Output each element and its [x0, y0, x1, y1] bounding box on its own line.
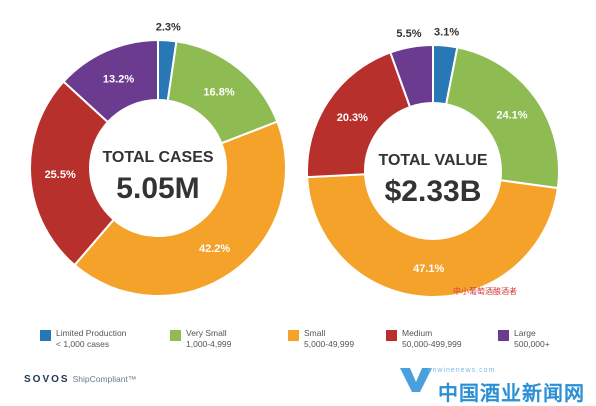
legend-label-medium: Medium [402, 328, 433, 338]
center-value-chart-2: $2.33B [385, 175, 482, 208]
legend-swatch-very-small [170, 330, 181, 341]
legend-swatch-medium [386, 330, 397, 341]
label-very-small-chart-2: 24.1% [496, 110, 527, 122]
watermark-site: 中国酒业新闻网 [438, 383, 585, 405]
label-limited-production-chart-2: 3.1% [434, 27, 459, 39]
watermark-url: cnwinenews.com [428, 367, 496, 374]
legend-range-limited-production: < 1,000 cases [56, 339, 110, 349]
label-medium-chart-2: 20.3% [337, 112, 368, 124]
slice-medium-chart-1 [29, 80, 116, 267]
legend: Limited Production < 1,000 cases Very Sm… [40, 328, 596, 358]
brand-sub: ShipCompliant™ [72, 374, 137, 384]
label-medium-chart-1: 25.5% [45, 169, 76, 181]
watermark-logo-icon [400, 368, 432, 392]
legend-range-small: 5,000-49,999 [304, 339, 355, 349]
legend-range-very-small: 1,000-4,999 [186, 339, 232, 349]
slice-large-chart-2 [389, 43, 434, 109]
center-title-chart-1: TOTAL CASES [102, 149, 213, 166]
legend-range-medium: 50,000-499,999 [402, 339, 462, 349]
slice-small-chart-1 [73, 120, 287, 297]
legend-label-large: Large [514, 328, 536, 338]
legend-label-small: Small [304, 328, 326, 338]
label-very-small-chart-1: 16.8% [203, 86, 234, 98]
donut-hole-chart-1 [92, 102, 224, 234]
legend-label-very-small: Very Small [186, 328, 227, 338]
label-limited-production-chart-1: 2.3% [156, 21, 181, 33]
legend-swatch-limited-production [40, 330, 51, 341]
legend-label-limited-production: Limited Production [56, 328, 127, 338]
legend-range-large: 500,000+ [514, 339, 550, 349]
label-small-chart-1: 42.2% [199, 243, 230, 255]
watermark-wechat: 中小葡萄酒酿酒者 [453, 287, 517, 296]
slice-small-chart-2 [306, 173, 559, 298]
brand-logo: SOVOS ShipCompliant™ [24, 369, 136, 387]
slice-large-chart-1 [62, 38, 159, 124]
slice-very-small-chart-2 [444, 46, 560, 190]
center-value-chart-1: 5.05M [116, 172, 199, 205]
center-title-chart-2: TOTAL VALUE [378, 152, 487, 169]
brand-name: SOVOS [24, 374, 70, 385]
label-small-chart-2: 47.1% [413, 263, 444, 275]
label-large-chart-1: 13.2% [103, 73, 134, 85]
label-large-chart-2: 5.5% [396, 28, 421, 40]
legend-swatch-large [498, 330, 509, 341]
legend-swatch-small [288, 330, 299, 341]
slice-medium-chart-2 [306, 51, 412, 179]
donut-hole-chart-2 [367, 105, 499, 237]
